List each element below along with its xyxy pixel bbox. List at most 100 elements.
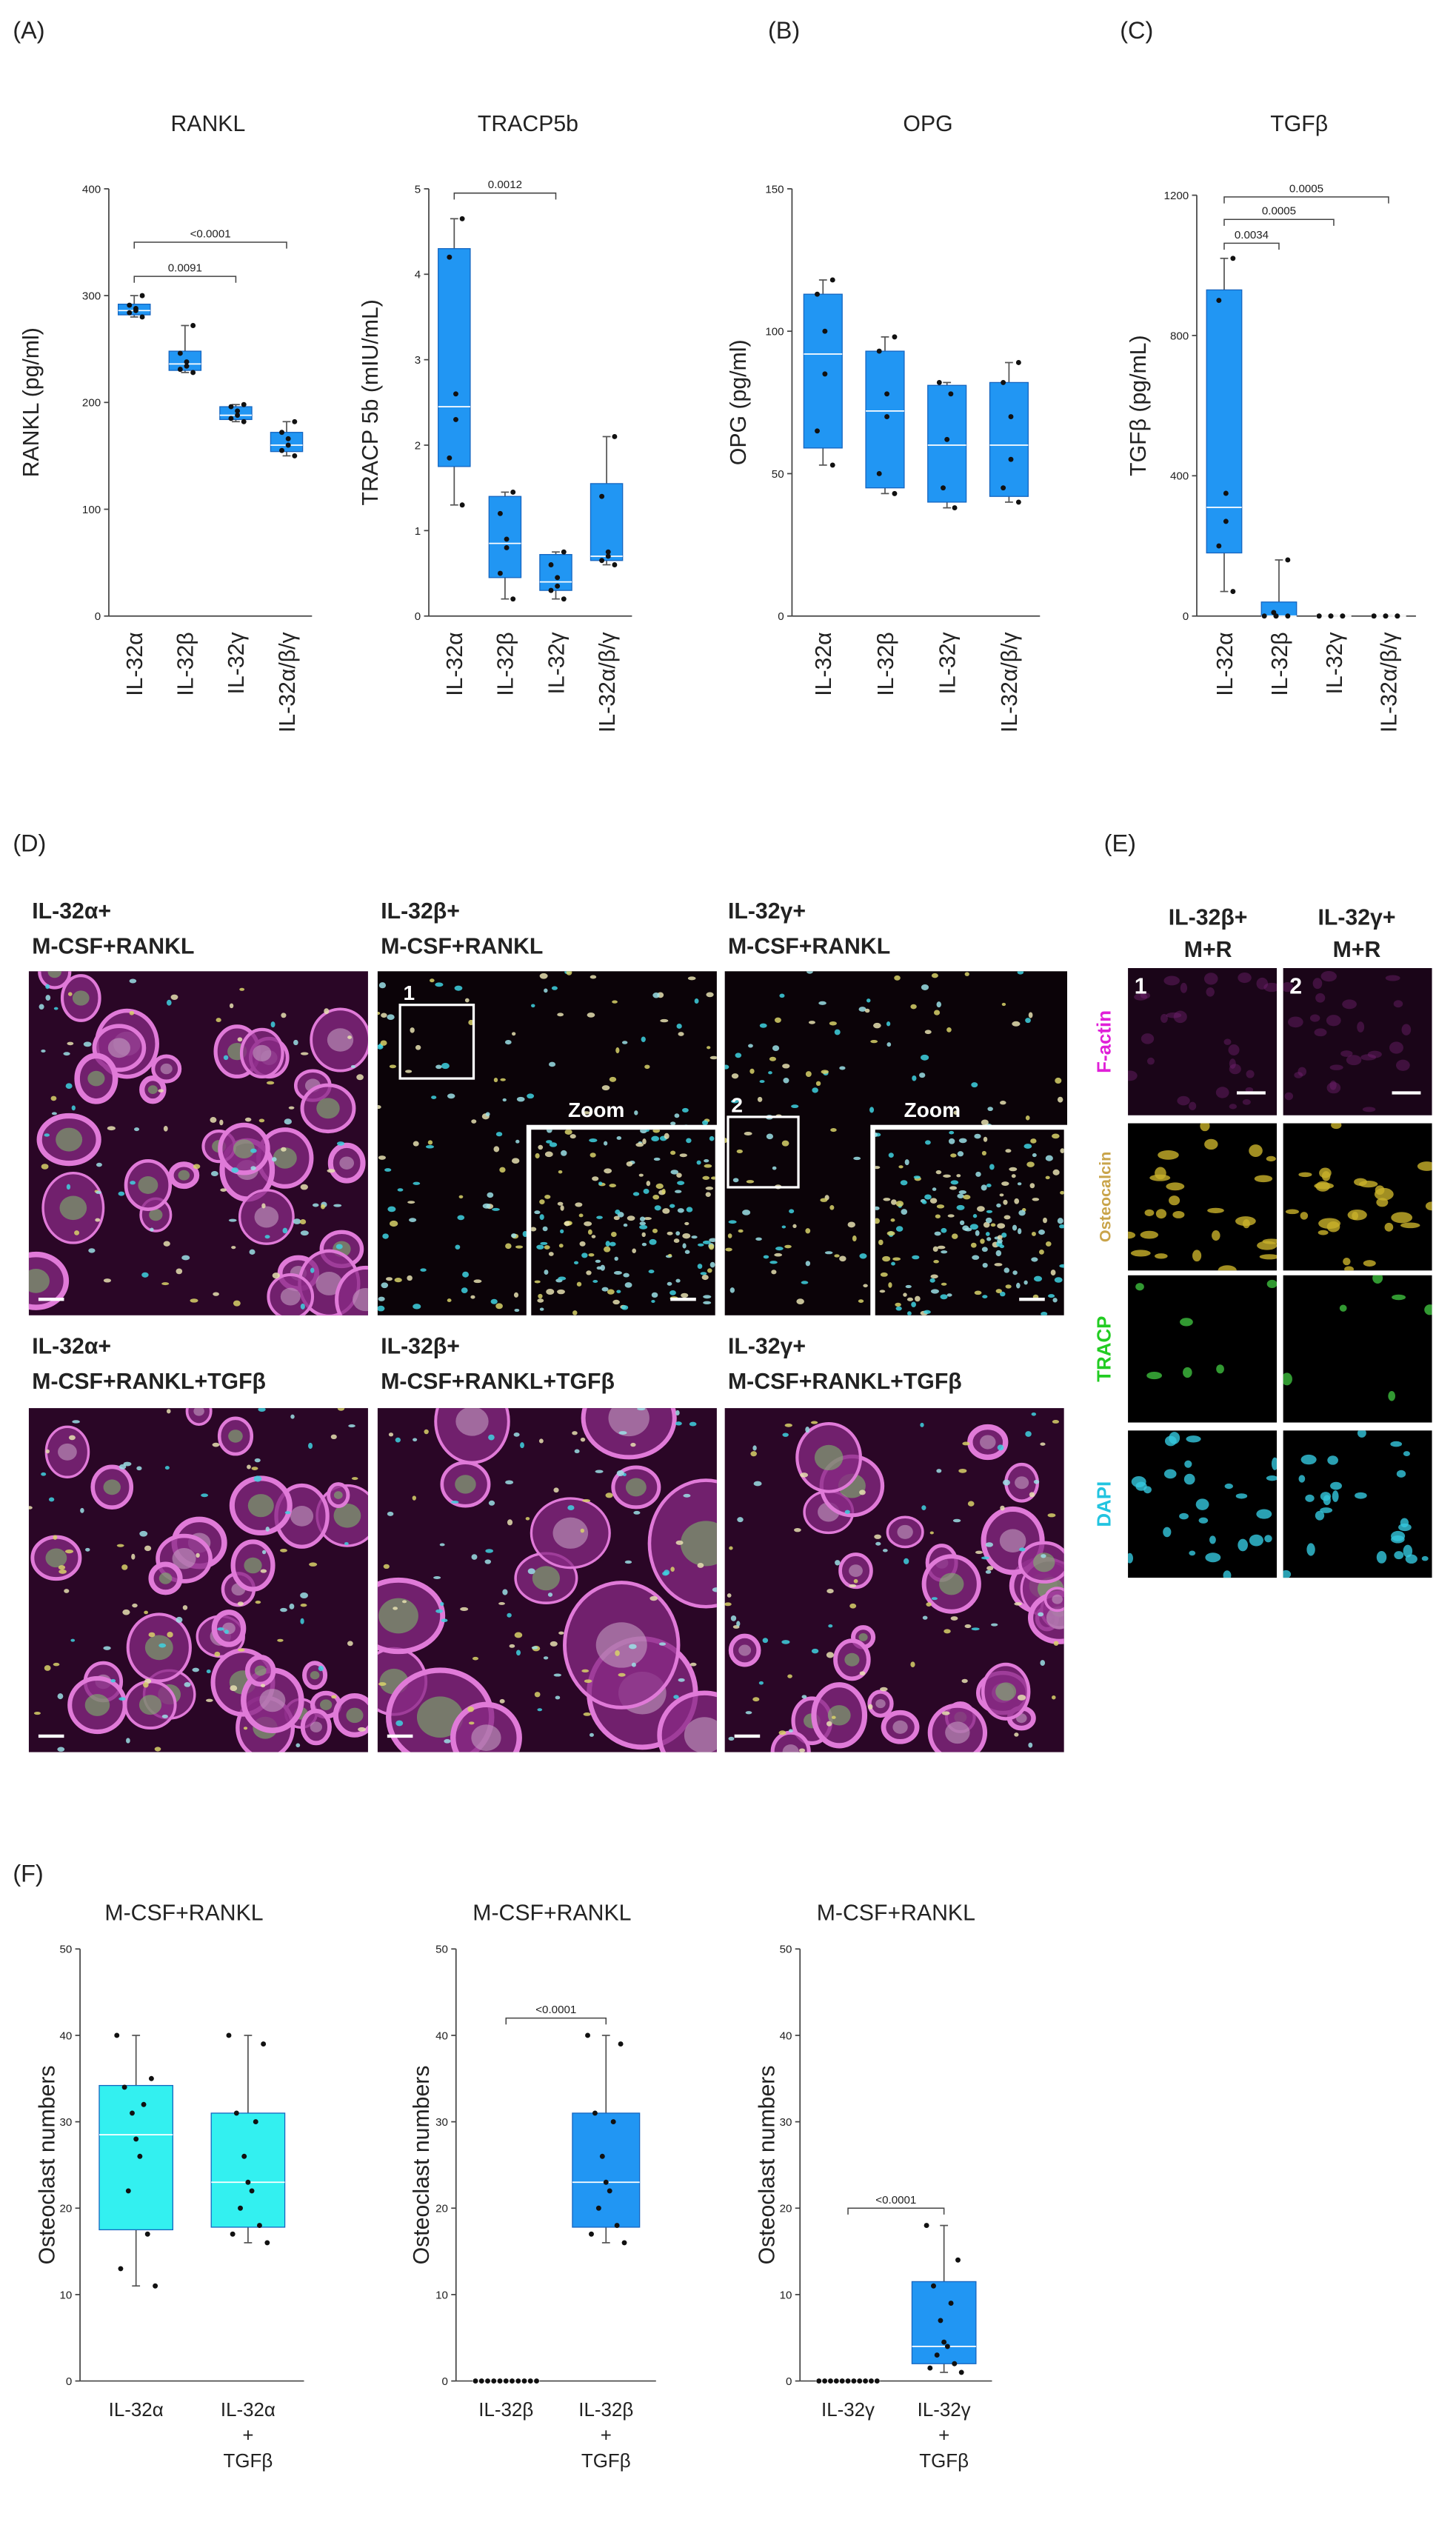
nucleus — [883, 1198, 891, 1201]
data-point — [261, 2041, 267, 2047]
nucleus — [68, 1435, 76, 1441]
nucleus — [1031, 1412, 1037, 1416]
image-label: M-CSF+RANKL+TGFβ — [728, 1370, 962, 1394]
nucleus — [1050, 1270, 1056, 1276]
nucleus — [859, 1490, 866, 1495]
nucleus — [873, 1022, 881, 1029]
nucleus — [380, 1040, 387, 1046]
nucleus — [894, 975, 901, 981]
cell-signal — [1340, 1050, 1353, 1057]
nucleus — [110, 1678, 116, 1683]
nucleus — [605, 1492, 613, 1498]
nucleus — [166, 1409, 171, 1414]
nucleus — [605, 1241, 610, 1247]
data-point — [599, 558, 605, 564]
nucleus — [1016, 1282, 1021, 1289]
nucleus — [525, 1517, 530, 1521]
data-point — [118, 2266, 124, 2272]
cell-signal — [1163, 975, 1180, 986]
nucleus — [237, 1037, 243, 1042]
cell-signal — [1180, 982, 1188, 993]
cell-core — [310, 1721, 323, 1732]
nucleus — [627, 1215, 635, 1221]
nucleus — [553, 1673, 562, 1677]
nucleus — [600, 1264, 605, 1271]
cell-signal — [1179, 1512, 1189, 1520]
nucleus — [675, 1421, 682, 1426]
nucleus — [983, 1136, 988, 1142]
nucleus — [727, 1233, 732, 1238]
nucleus — [387, 1206, 396, 1213]
nucleus — [461, 1287, 468, 1293]
nucleus — [553, 1487, 559, 1493]
data-point — [1223, 518, 1229, 524]
nucleus — [996, 1203, 1001, 1208]
nucleus — [974, 1133, 981, 1139]
nucleus — [63, 1052, 70, 1056]
nucleus — [679, 1153, 687, 1158]
data-point — [822, 328, 828, 334]
nucleus — [801, 1695, 807, 1699]
nucleus — [596, 1215, 603, 1219]
cell-core — [233, 1139, 255, 1158]
cell-core — [455, 1475, 476, 1494]
data-point — [1008, 414, 1014, 420]
data-point — [924, 2223, 929, 2229]
nucleus — [959, 1220, 965, 1226]
nucleus — [378, 982, 387, 989]
y-tick-label: 30 — [435, 2116, 448, 2129]
data-point — [153, 2283, 158, 2289]
cell-signal — [1396, 1470, 1406, 1478]
nucleus — [662, 1571, 669, 1576]
nucleus — [707, 1268, 712, 1273]
nucleus — [250, 1148, 257, 1153]
cell-signal — [1245, 1087, 1254, 1093]
cell-signal — [1223, 1038, 1232, 1045]
cell-core — [254, 1206, 279, 1228]
nucleus — [299, 1219, 307, 1224]
nucleus — [641, 1036, 646, 1042]
y-tick-label: 3 — [415, 354, 421, 367]
y-tick-label: 150 — [765, 183, 784, 196]
data-point — [599, 2153, 605, 2159]
nucleus — [946, 1027, 952, 1033]
cell-core — [608, 1408, 649, 1437]
data-point — [148, 2075, 154, 2081]
nucleus — [997, 1238, 1003, 1244]
cell-core — [875, 1699, 886, 1709]
nucleus — [986, 1566, 994, 1571]
y-tick-label: 5 — [415, 183, 421, 196]
nucleus — [498, 1602, 505, 1605]
nucleus — [789, 1209, 795, 1214]
x-tick-label: IL-32α/β/γ — [595, 631, 620, 733]
cell-core — [253, 1044, 272, 1061]
nucleus — [787, 1674, 792, 1678]
nucleus — [805, 1427, 810, 1433]
data-point — [822, 2378, 828, 2384]
cell-signal — [1207, 1207, 1224, 1213]
nucleus — [1014, 1732, 1019, 1737]
nucleus — [144, 1545, 152, 1552]
cell-signal — [1358, 1180, 1378, 1188]
nucleus — [513, 1432, 520, 1437]
nucleus — [678, 1032, 684, 1036]
data-point — [127, 302, 133, 308]
data-point — [241, 2153, 247, 2159]
nucleus — [677, 1208, 684, 1213]
nucleus — [350, 1064, 356, 1069]
nucleus — [624, 1282, 632, 1288]
nucleus — [413, 1141, 419, 1147]
nucleus — [981, 1247, 988, 1253]
nucleus — [505, 1243, 512, 1250]
nucleus — [697, 1563, 704, 1568]
nucleus — [347, 1035, 353, 1039]
nucleus — [930, 1289, 939, 1294]
cell-core — [228, 1430, 243, 1443]
data-point — [279, 447, 284, 453]
nucleus — [582, 1111, 591, 1115]
nucleus — [632, 1248, 636, 1253]
nucleus — [592, 1280, 598, 1283]
nucleus — [703, 1295, 712, 1299]
data-point — [485, 2378, 490, 2384]
nucleus — [735, 1053, 742, 1058]
